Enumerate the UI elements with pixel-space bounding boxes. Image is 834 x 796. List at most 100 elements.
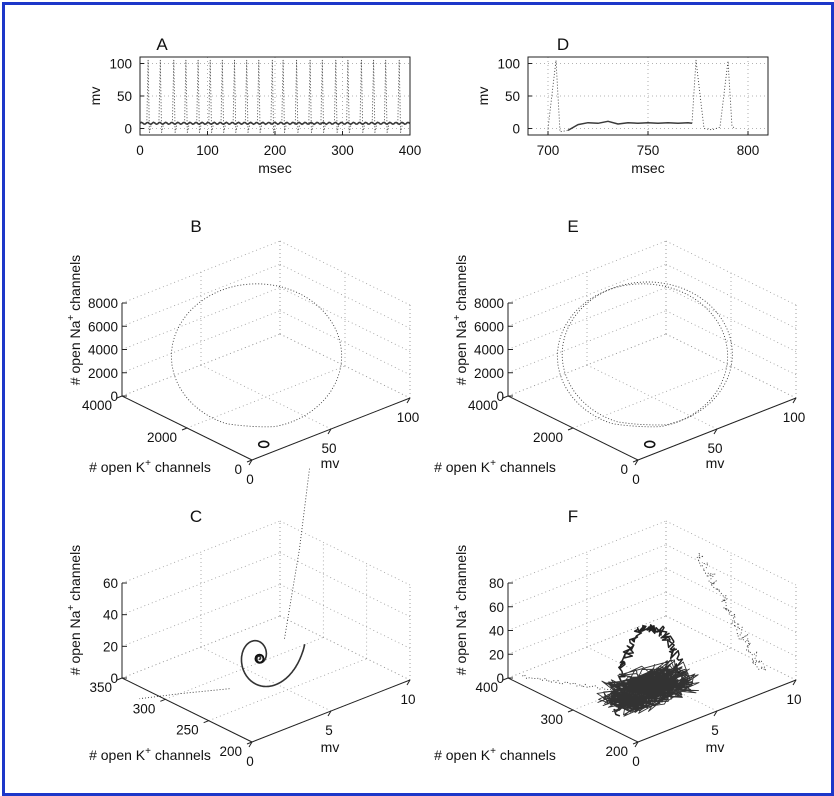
y-tick-label: 0 xyxy=(234,462,242,477)
grid-line xyxy=(279,615,411,681)
grid-line xyxy=(121,287,281,350)
x-tick-label: 300 xyxy=(331,143,354,158)
grid-line xyxy=(572,365,732,429)
z-tick-label: 4000 xyxy=(88,343,118,358)
z-axis-label: # open Na+ channels xyxy=(452,545,469,675)
y-tick-label: 250 xyxy=(176,723,199,738)
y-tick xyxy=(567,427,574,431)
x-axis-label: mv xyxy=(321,455,340,471)
x-tick-label: 100 xyxy=(783,410,806,425)
z-tick-label: 4000 xyxy=(474,343,504,358)
grid-line xyxy=(665,333,797,399)
x-axis-label: mv xyxy=(706,455,725,471)
spike-mark xyxy=(196,59,202,133)
y-tick-label: 4000 xyxy=(82,398,112,413)
noisy-cluster xyxy=(596,658,700,717)
spike-mark xyxy=(383,59,390,133)
grid-line xyxy=(186,365,346,429)
plot-box xyxy=(527,56,769,136)
y-tick xyxy=(246,459,253,463)
y-tick xyxy=(160,698,166,702)
panel-letter: C xyxy=(190,507,202,526)
x-tick-label: 700 xyxy=(537,143,560,158)
x-tick xyxy=(713,710,718,717)
z-tick-label: 60 xyxy=(103,576,118,591)
x-axis-label: msec xyxy=(258,160,291,176)
grid-line xyxy=(121,333,281,397)
z-tick-label: 0 xyxy=(496,389,504,404)
z-tick-label: 0 xyxy=(110,389,118,404)
y-tick-label: 100 xyxy=(497,57,520,72)
rest-state-loop xyxy=(257,440,270,449)
grid-line xyxy=(279,583,411,649)
spike-mark xyxy=(397,59,404,133)
x-tick-label: 10 xyxy=(786,692,801,707)
x-tick-label: 50 xyxy=(707,441,722,456)
panel-letter: A xyxy=(156,35,168,54)
grid-line xyxy=(121,583,281,647)
z-tick-label: 40 xyxy=(103,608,118,623)
y-axis-label: # open K+ channels xyxy=(89,746,211,763)
grid-line xyxy=(121,240,281,304)
spike-mark xyxy=(308,59,314,133)
x-tick xyxy=(792,679,797,686)
x-tick xyxy=(327,428,332,435)
grid-line xyxy=(121,615,281,679)
z-tick-label: 60 xyxy=(489,600,504,615)
y-tick-label: 100 xyxy=(109,57,132,72)
grid-line xyxy=(665,591,797,657)
x-tick xyxy=(248,459,253,466)
x-tick-label: 10 xyxy=(400,692,415,707)
grid-line xyxy=(665,544,797,610)
y-tick xyxy=(116,395,123,399)
y-tick xyxy=(502,395,509,399)
x-tick-label: 50 xyxy=(321,441,336,456)
x-tick-label: 5 xyxy=(711,723,719,738)
y-tick xyxy=(203,720,209,724)
z-tick-label: 2000 xyxy=(88,366,118,381)
grid-line xyxy=(665,310,797,376)
z-tick-label: 8000 xyxy=(88,296,118,311)
membrane-potential-trace xyxy=(139,121,411,126)
spike-mark xyxy=(691,59,737,131)
x-tick-label: 200 xyxy=(264,143,287,158)
y-tick-label: 4000 xyxy=(468,398,498,413)
grid-line xyxy=(665,287,797,352)
grid-line xyxy=(507,333,667,397)
x-tick-label: 0 xyxy=(632,472,640,487)
y-axis-label: # open K+ channels xyxy=(434,458,556,475)
y-tick-label: 50 xyxy=(505,89,520,104)
panel-letter: D xyxy=(557,35,569,54)
z-tick-label: 20 xyxy=(489,647,504,662)
y-axis-label: # open K+ channels xyxy=(89,458,211,475)
grid-line xyxy=(507,544,667,608)
spike-mark xyxy=(359,59,366,133)
z-tick-label: 2000 xyxy=(474,366,504,381)
spike-mark xyxy=(220,59,227,133)
grid-line xyxy=(665,568,797,633)
y-axis-label: # open K+ channels xyxy=(434,746,556,763)
z-tick-label: 0 xyxy=(496,671,504,686)
z-tick-label: 6000 xyxy=(474,319,504,334)
rest-state-loop xyxy=(643,440,656,449)
y-tick xyxy=(632,459,639,463)
z-axis-label: # open Na+ channels xyxy=(66,545,83,675)
spike-mark xyxy=(294,59,301,133)
y-tick-label: 0 xyxy=(620,462,628,477)
fixed-point xyxy=(254,653,265,664)
grid-line xyxy=(665,615,797,681)
y-tick xyxy=(567,709,574,713)
grid-line xyxy=(279,310,411,376)
spike-mark xyxy=(547,59,569,133)
z-tick-label: 80 xyxy=(489,576,504,591)
spike-mark xyxy=(270,59,277,133)
y-tick-label: 2000 xyxy=(533,430,563,445)
x-tick-label: 750 xyxy=(637,143,660,158)
grid-line xyxy=(279,263,411,329)
grid-line xyxy=(507,287,667,350)
spiral-trajectory xyxy=(240,639,306,688)
x-tick-label: 400 xyxy=(399,143,422,158)
y-tick-label: 400 xyxy=(475,680,498,695)
y-tick-label: 50 xyxy=(117,89,132,104)
